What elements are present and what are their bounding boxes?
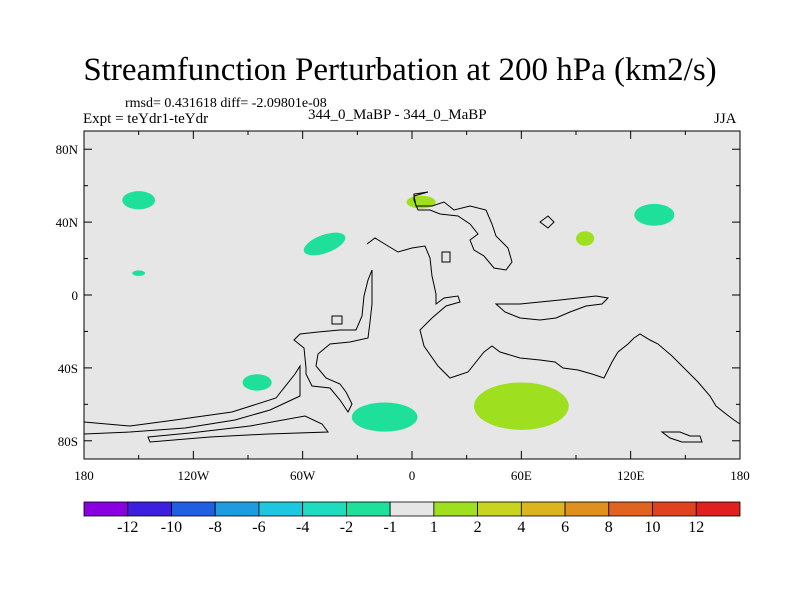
anomaly-region-north-pacific-negative <box>122 191 156 210</box>
colorbar-label: 6 <box>561 519 569 536</box>
anomaly-region-asia-positive <box>576 231 595 246</box>
colorbar-label: -6 <box>252 519 265 536</box>
y-tick-label: 80S <box>58 434 78 449</box>
colorbar-label: 8 <box>605 519 613 536</box>
colorbar-swatch <box>433 501 479 517</box>
colorbar-swatch <box>258 501 304 517</box>
y-tick-label: 80N <box>56 142 79 157</box>
coastlines <box>83 191 741 443</box>
colorbar-swatch <box>477 501 522 517</box>
colorbar: -12 -10 -8 -6 -4 -2 -1 1 2 4 6 8 10 12 <box>83 501 741 536</box>
colorbar-swatch <box>83 501 129 517</box>
anomaly-region-europe-positive <box>406 195 436 209</box>
colorbar-label: 12 <box>688 519 704 536</box>
coastline-antarctic-west <box>83 364 301 435</box>
season-label: JJA <box>714 111 737 127</box>
colorbar-label: 10 <box>645 519 661 536</box>
x-tick-label: 180 <box>730 468 750 483</box>
coastline-asia-east <box>539 215 555 229</box>
anomaly-region-southern-ocean-positive <box>473 382 569 430</box>
colorbar-label: -1 <box>383 519 396 536</box>
colorbar-label: -8 <box>209 519 222 536</box>
colorbar-label: 4 <box>517 519 525 536</box>
x-tick-label: 120W <box>177 468 210 483</box>
rmsd-label: rmsd= 0.431618 diff= -2.09801e-08 <box>125 96 327 111</box>
anomaly-region-south-atlantic-negative <box>351 402 418 432</box>
colorbar-swatch <box>302 501 347 517</box>
y-tick-label: 0 <box>72 288 79 303</box>
coastline-greenland <box>441 251 451 263</box>
coastline-antarctic-low <box>147 415 329 443</box>
colorbar-label: -4 <box>296 519 309 536</box>
colorbar-label: 2 <box>474 519 482 536</box>
anomaly-region-north-pacific-east-negative <box>634 203 675 226</box>
plot-background <box>84 131 740 459</box>
coastline-africa-europe <box>413 191 513 271</box>
colorbar-swatch <box>389 501 435 517</box>
coastline-antarctic-east <box>660 431 703 443</box>
colorbar-label: 1 <box>430 519 438 536</box>
x-tick-label: 180 <box>74 468 94 483</box>
y-axis: 80N 40N 0 40S 80S <box>56 142 740 449</box>
chart-title: Streamfunction Perturbation at 200 hPa (… <box>83 52 717 88</box>
x-tick-label: 60E <box>511 468 532 483</box>
colorbar-swatch <box>695 501 741 517</box>
experiment-label: Expt = teYdr1-teYdr <box>83 111 209 127</box>
colorbar-label: -10 <box>161 519 182 536</box>
y-tick-label: 40N <box>56 215 79 230</box>
colorbar-label: -12 <box>117 519 138 536</box>
colorbar-swatch <box>520 501 566 517</box>
anomaly-region-north-atlantic-negative <box>303 232 346 256</box>
colorbar-swatch <box>652 501 697 517</box>
anomaly-region-south-america-negative <box>242 374 272 391</box>
colorbar-swatch <box>171 501 216 517</box>
x-tick-label: 0 <box>409 468 416 483</box>
coastline-north-america <box>293 269 373 413</box>
colorbar-swatch <box>127 501 172 517</box>
coastline-island-small <box>331 315 343 325</box>
colorbar-swatch <box>564 501 610 517</box>
anomaly-region-tropical-pacific-negative <box>132 270 146 276</box>
x-tick-label: 60W <box>290 468 316 483</box>
colorbar-label: -2 <box>340 519 353 536</box>
colorbar-swatch <box>608 501 653 517</box>
y-tick-label: 40S <box>58 361 78 376</box>
coastline-maritime <box>494 295 610 321</box>
case-label: 344_0_MaBP - 344_0_MaBP <box>308 107 487 123</box>
coastline-south-america <box>366 237 741 425</box>
anomaly-regions <box>122 191 675 432</box>
colorbar-swatch <box>214 501 260 517</box>
x-axis: 180 120W 60W 0 60E 120E 180 <box>74 131 750 483</box>
x-tick-label: 120E <box>617 468 645 483</box>
colorbar-swatch <box>345 501 391 517</box>
